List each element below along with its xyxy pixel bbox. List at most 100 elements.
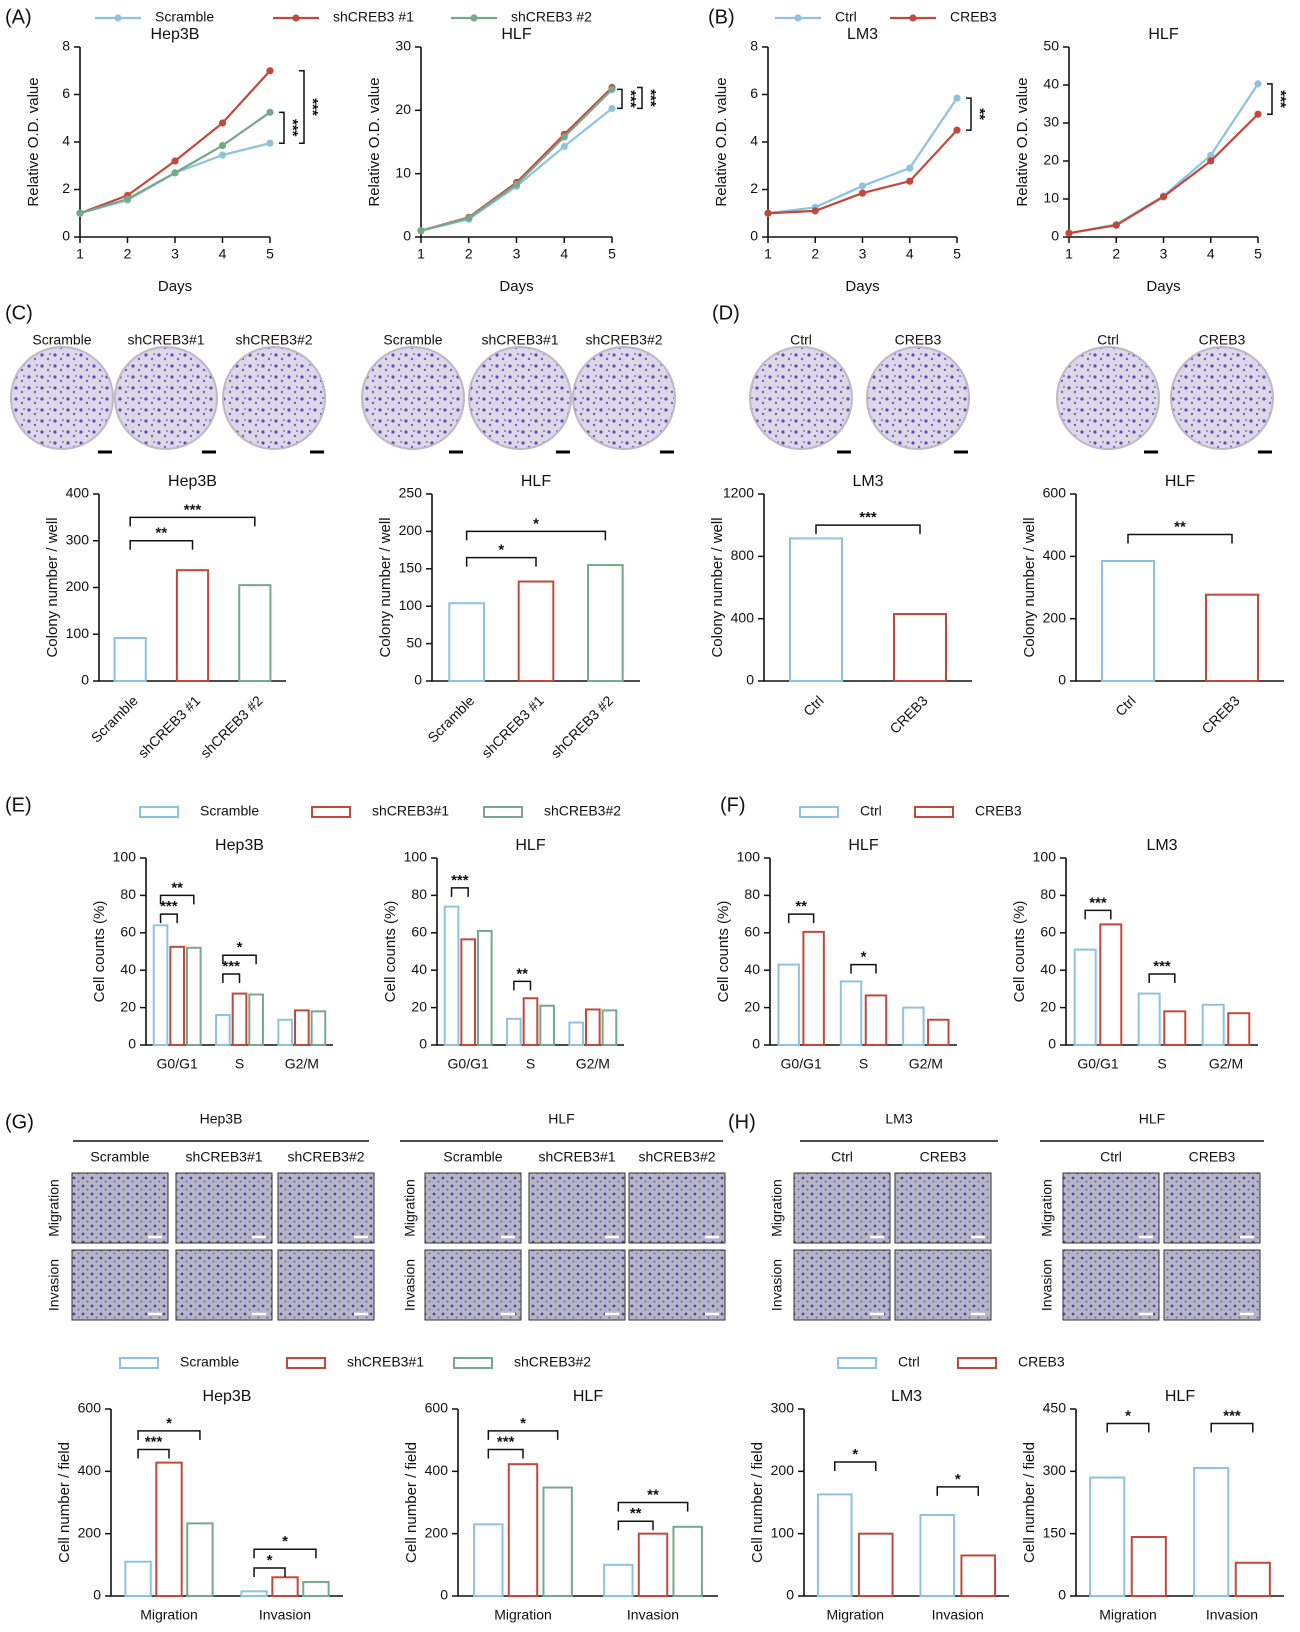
group-title: HLF <box>1139 1111 1165 1127</box>
y-tick-label: 0 <box>414 672 422 688</box>
y-axis-label: Cell counts (%) <box>382 901 399 1003</box>
chart-title: LM3 <box>852 473 883 490</box>
series-line <box>1068 83 1259 235</box>
legend-label: shCREB3#1 <box>372 803 449 819</box>
point <box>171 169 179 177</box>
chart-title: HLF <box>1148 26 1178 43</box>
colony-well <box>468 346 572 450</box>
y-tick-label: 80 <box>411 886 427 902</box>
x-tick-label: 2 <box>811 246 819 262</box>
x-tick-label: Migration <box>826 1607 884 1623</box>
colony-well <box>1056 346 1160 450</box>
sig-bracket <box>487 1430 559 1440</box>
x-tick-label: 1 <box>1065 246 1073 262</box>
sig-bracket <box>487 1448 524 1459</box>
sig-bracket <box>137 1448 170 1459</box>
photo-label: shCREB3#2 <box>638 1149 715 1165</box>
y-tick-label: 20 <box>1043 152 1059 168</box>
y-tick-label: 2 <box>750 180 758 196</box>
bar <box>789 537 843 682</box>
y-tick-label: 0 <box>81 672 89 688</box>
point <box>953 94 961 102</box>
sig-bracket <box>834 1461 877 1471</box>
bar <box>248 993 264 1047</box>
sig-label: ** <box>971 108 988 120</box>
bar <box>1089 1476 1126 1597</box>
y-axis-label: Cell number / field <box>1021 1442 1038 1563</box>
row-label: Invasion <box>769 1259 785 1311</box>
sig-label: * <box>533 515 539 532</box>
sig-label: *** <box>859 509 877 526</box>
panel-label: (G) <box>5 1111 34 1133</box>
bar <box>271 1576 299 1598</box>
chart-title: Hep3B <box>215 837 264 854</box>
y-tick-label: 0 <box>93 1587 101 1603</box>
chart-title: LM3 <box>1146 837 1177 854</box>
x-tick-label: 3 <box>1160 246 1168 262</box>
micrograph <box>424 1172 522 1244</box>
bar <box>310 1010 327 1047</box>
bar <box>175 569 210 683</box>
chart-title: Hep3B <box>168 473 217 490</box>
legend-label: shCREB3#2 <box>514 1354 591 1370</box>
sig-bracket <box>159 913 178 924</box>
point <box>1065 229 1073 237</box>
photo-label: Scramble <box>383 332 442 348</box>
micrograph <box>175 1172 273 1244</box>
micrograph <box>1163 1172 1261 1244</box>
y-tick-label: 20 <box>1040 998 1056 1014</box>
sig-label: *** <box>451 872 469 889</box>
sig-bracket <box>1106 1422 1150 1433</box>
x-tick-label: S <box>526 1056 535 1072</box>
sig-bracket <box>299 70 305 144</box>
y-tick-label: 0 <box>746 672 754 688</box>
y-tick-label: 6 <box>62 85 70 101</box>
y-tick-label: 0 <box>440 1587 448 1603</box>
sig-label: ** <box>1174 518 1186 535</box>
bar <box>902 1006 925 1046</box>
y-axis-label: Colony number / well <box>44 517 61 657</box>
bar <box>506 1017 522 1047</box>
y-axis-label: Colony number / well <box>377 517 394 657</box>
y-tick-label: 200 <box>399 522 423 538</box>
point <box>1112 221 1120 229</box>
legend-label: shCREB3#1 <box>347 1354 424 1370</box>
sig-label: ** <box>795 898 807 915</box>
y-tick-label: 60 <box>1040 924 1056 940</box>
x-tick-label: shCREB3 #1 <box>135 692 204 761</box>
x-tick-label: CREB3 <box>886 692 930 736</box>
sig-label: * <box>955 1471 961 1488</box>
micrograph <box>1062 1249 1160 1321</box>
x-tick-label: 2 <box>465 246 473 262</box>
micrograph <box>894 1172 992 1244</box>
legend-label: CREB3 <box>975 803 1022 819</box>
x-tick-label: 3 <box>171 246 179 262</box>
y-axis-label: Relative O.D. value <box>366 77 383 206</box>
x-tick-label: Invasion <box>932 1607 984 1623</box>
chart-title: HLF <box>1165 1388 1195 1405</box>
bar <box>1227 1012 1251 1047</box>
bar <box>1205 593 1259 682</box>
group-title: LM3 <box>885 1111 912 1127</box>
y-tick-label: 8 <box>62 38 70 54</box>
y-tick-label: 0 <box>403 228 411 244</box>
series-line <box>420 107 613 232</box>
row-label: Migration <box>46 1179 62 1237</box>
y-tick-label: 300 <box>1043 1462 1067 1478</box>
sig-label: *** <box>160 898 178 915</box>
y-tick-label: 100 <box>737 849 761 865</box>
legend-label: shCREB3 #1 <box>333 9 414 25</box>
x-tick-label: G2/M <box>576 1056 610 1072</box>
bar <box>960 1554 997 1597</box>
colony-well <box>222 346 326 450</box>
chart-title: LM3 <box>891 1388 922 1405</box>
y-tick-label: 300 <box>771 1400 795 1416</box>
sig-label: *** <box>1272 90 1289 108</box>
point <box>858 189 867 197</box>
y-axis-label: Colony number / well <box>1021 517 1038 657</box>
bar <box>473 1523 504 1597</box>
y-axis-label: Cell number / field <box>403 1442 420 1563</box>
sig-label: *** <box>642 89 659 107</box>
bar <box>231 992 248 1047</box>
panel-label: (D) <box>712 302 740 324</box>
